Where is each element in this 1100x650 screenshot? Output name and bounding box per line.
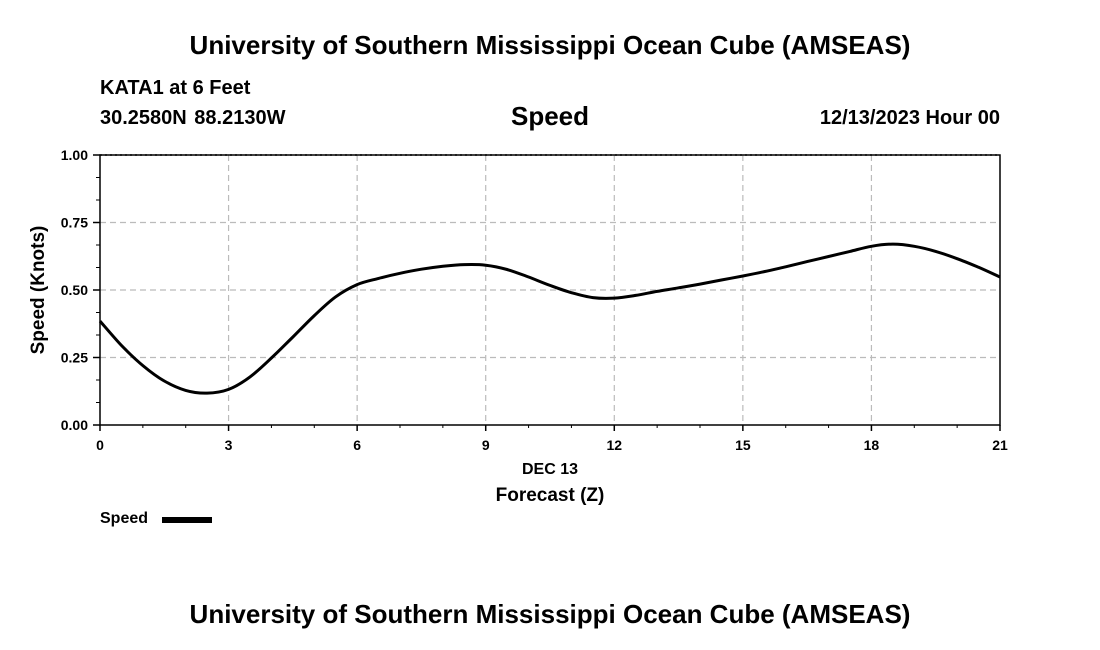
legend-swatch [162, 517, 212, 523]
x-tick-label: 21 [992, 437, 1008, 453]
y-tick-label: 0.00 [61, 417, 88, 433]
station-label: KATA1 at 6 Feet [100, 77, 251, 99]
chart-title-top: University of Southern Mississippi Ocean… [189, 30, 911, 60]
x-tick-label: 15 [735, 437, 751, 453]
y-tick-label: 1.00 [61, 147, 88, 163]
x-tick-label: 3 [225, 437, 233, 453]
station-coordinates: 30.2580N 88.2130W [100, 107, 286, 129]
series-line-speed [98, 242, 1001, 395]
x-tick-label: 12 [606, 437, 622, 453]
chart-title-bottom: University of Southern Mississippi Ocean… [189, 599, 911, 629]
forecast-datetime: 12/13/2023 Hour 00 [819, 107, 1000, 129]
x-tick-label: 6 [353, 437, 361, 453]
y-axis-label: Speed (Knots) [28, 226, 49, 355]
plot-frame [99, 154, 1001, 426]
y-tick-label: 0.25 [61, 350, 88, 366]
legend-label: Speed [100, 510, 149, 527]
x-tick-label: 9 [482, 437, 490, 453]
variable-title: Speed [510, 101, 590, 131]
x-axis-label: Forecast (Z) [496, 485, 605, 506]
x-axis-date-label: DEC 13 [522, 461, 578, 478]
x-tick-label: 18 [864, 437, 880, 453]
y-tick-label: 0.50 [61, 282, 88, 298]
x-tick-label: 0 [96, 437, 104, 453]
y-tick-label: 0.75 [61, 215, 88, 231]
